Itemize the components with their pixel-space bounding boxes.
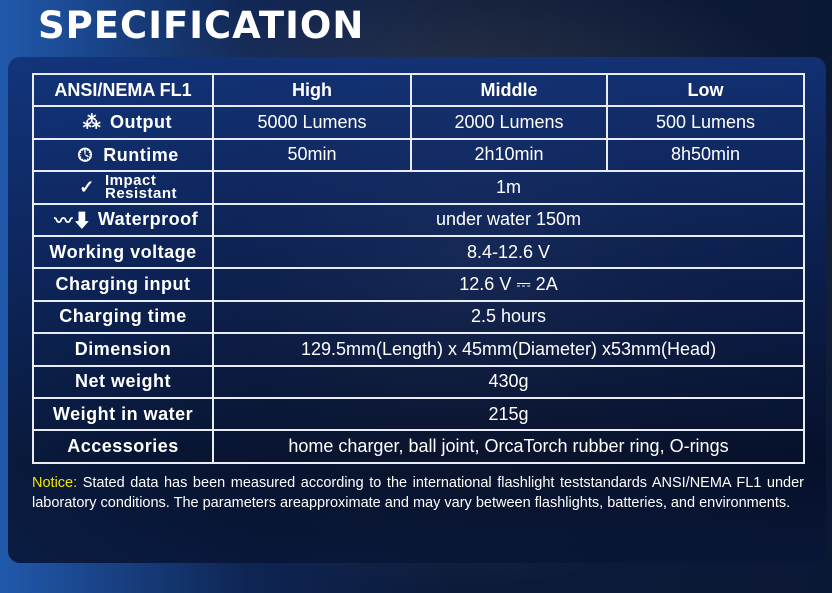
table-row: Charging input 12.6 V ⎓ 2A (32, 267, 805, 302)
row-label: Weight in water (32, 396, 214, 432)
page-title: SPECIFICATION (38, 4, 365, 47)
table-row: Net weight 430g (32, 364, 805, 399)
light-burst-icon: ⁂ (82, 112, 102, 133)
header-standard: ANSI/NEMA FL1 (32, 72, 214, 108)
cell: 500 Lumens (606, 105, 805, 140)
spec-table: ANSI/NEMA FL1 High Middle Low ⁂ Output 50… (32, 72, 805, 464)
cell: 8h50min (606, 137, 805, 173)
row-label: Output (110, 112, 172, 133)
cell: 129.5mm(Length) x 45mm(Diameter) x53mm(H… (212, 332, 805, 367)
cell: 430g (212, 364, 805, 399)
check-impact-icon: ✓ (79, 176, 95, 197)
table-row: 〰⬇ Waterproof under water 150m (32, 202, 805, 237)
cell: 5000 Lumens (212, 105, 412, 140)
row-label: Net weight (32, 364, 214, 399)
table-row: 🕓︎ Runtime 50min 2h10min 8h50min (32, 137, 805, 173)
cell: home charger, ball joint, OrcaTorch rubb… (212, 429, 805, 464)
cell: under water 150m (212, 202, 805, 237)
cell: 2h10min (410, 137, 608, 173)
cell: 12.6 V ⎓ 2A (212, 267, 805, 302)
row-label: Accessories (32, 429, 214, 464)
table-row: ✓ Impact Resistant 1m (32, 170, 805, 205)
cell: 1m (212, 170, 805, 205)
cell: 50min (212, 137, 412, 173)
clock-icon: 🕓︎ (77, 144, 93, 165)
table-row: Dimension 129.5mm(Length) x 45mm(Diameter… (32, 332, 805, 367)
cell: 2.5 hours (212, 299, 805, 335)
table-row: Weight in water 215g (32, 396, 805, 432)
table-row: Charging time 2.5 hours (32, 299, 805, 335)
cell: 215g (212, 396, 805, 432)
row-label: Working voltage (32, 234, 214, 270)
table-row: Accessories home charger, ball joint, Orc… (32, 429, 805, 464)
cell: 8.4-12.6 V (212, 234, 805, 270)
header-high: High (212, 72, 412, 108)
row-label: Dimension (32, 332, 214, 367)
row-label: Charging time (32, 299, 214, 335)
cell: 2000 Lumens (410, 105, 608, 140)
table-row: Working voltage 8.4-12.6 V (32, 234, 805, 270)
water-arrow-icon: 〰⬇ (54, 210, 92, 231)
row-label: Impact Resistant (104, 172, 178, 203)
row-label: Charging input (32, 267, 214, 302)
header-low: Low (606, 72, 805, 108)
row-label: Runtime (103, 144, 179, 165)
table-row: ⁂ Output 5000 Lumens 2000 Lumens 500 Lume… (32, 105, 805, 140)
notice-text: Notice: Stated data has been measured ac… (32, 475, 804, 511)
header-middle: Middle (410, 72, 608, 108)
notice-label: Notice: (32, 475, 78, 491)
row-label: Waterproof (97, 209, 199, 230)
table-header-row: ANSI/NEMA FL1 High Middle Low (32, 72, 805, 108)
